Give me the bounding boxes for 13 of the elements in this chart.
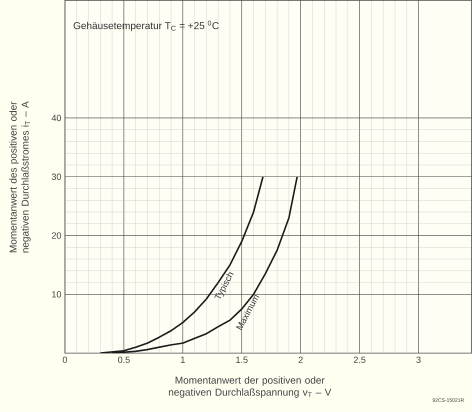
- x-axis-title: Momentanwert der positiven oder negativen Durchlaßspannung v$_{T}$ – V: [168, 376, 332, 398]
- y-tick-label: 30: [52, 174, 62, 180]
- y-tick-label: 10: [52, 291, 62, 298]
- x-tick-label: 2: [298, 356, 303, 363]
- y-tick-label: 40: [52, 114, 62, 122]
- x-tick-label: 3: [416, 356, 421, 363]
- x-tick-label: 0.5: [118, 356, 130, 363]
- y-axis-title: Momentanwert des positiven oder negativen Durchlaßstromes i$_{T}$ – A: [9, 101, 31, 253]
- x-tick-label: 1: [181, 356, 185, 363]
- x-tick-label: 2.5: [354, 356, 366, 363]
- x-tick-label: 0: [62, 356, 68, 363]
- x-tick-label: 1.5: [236, 356, 248, 363]
- y-tick-label: 20: [52, 232, 62, 239]
